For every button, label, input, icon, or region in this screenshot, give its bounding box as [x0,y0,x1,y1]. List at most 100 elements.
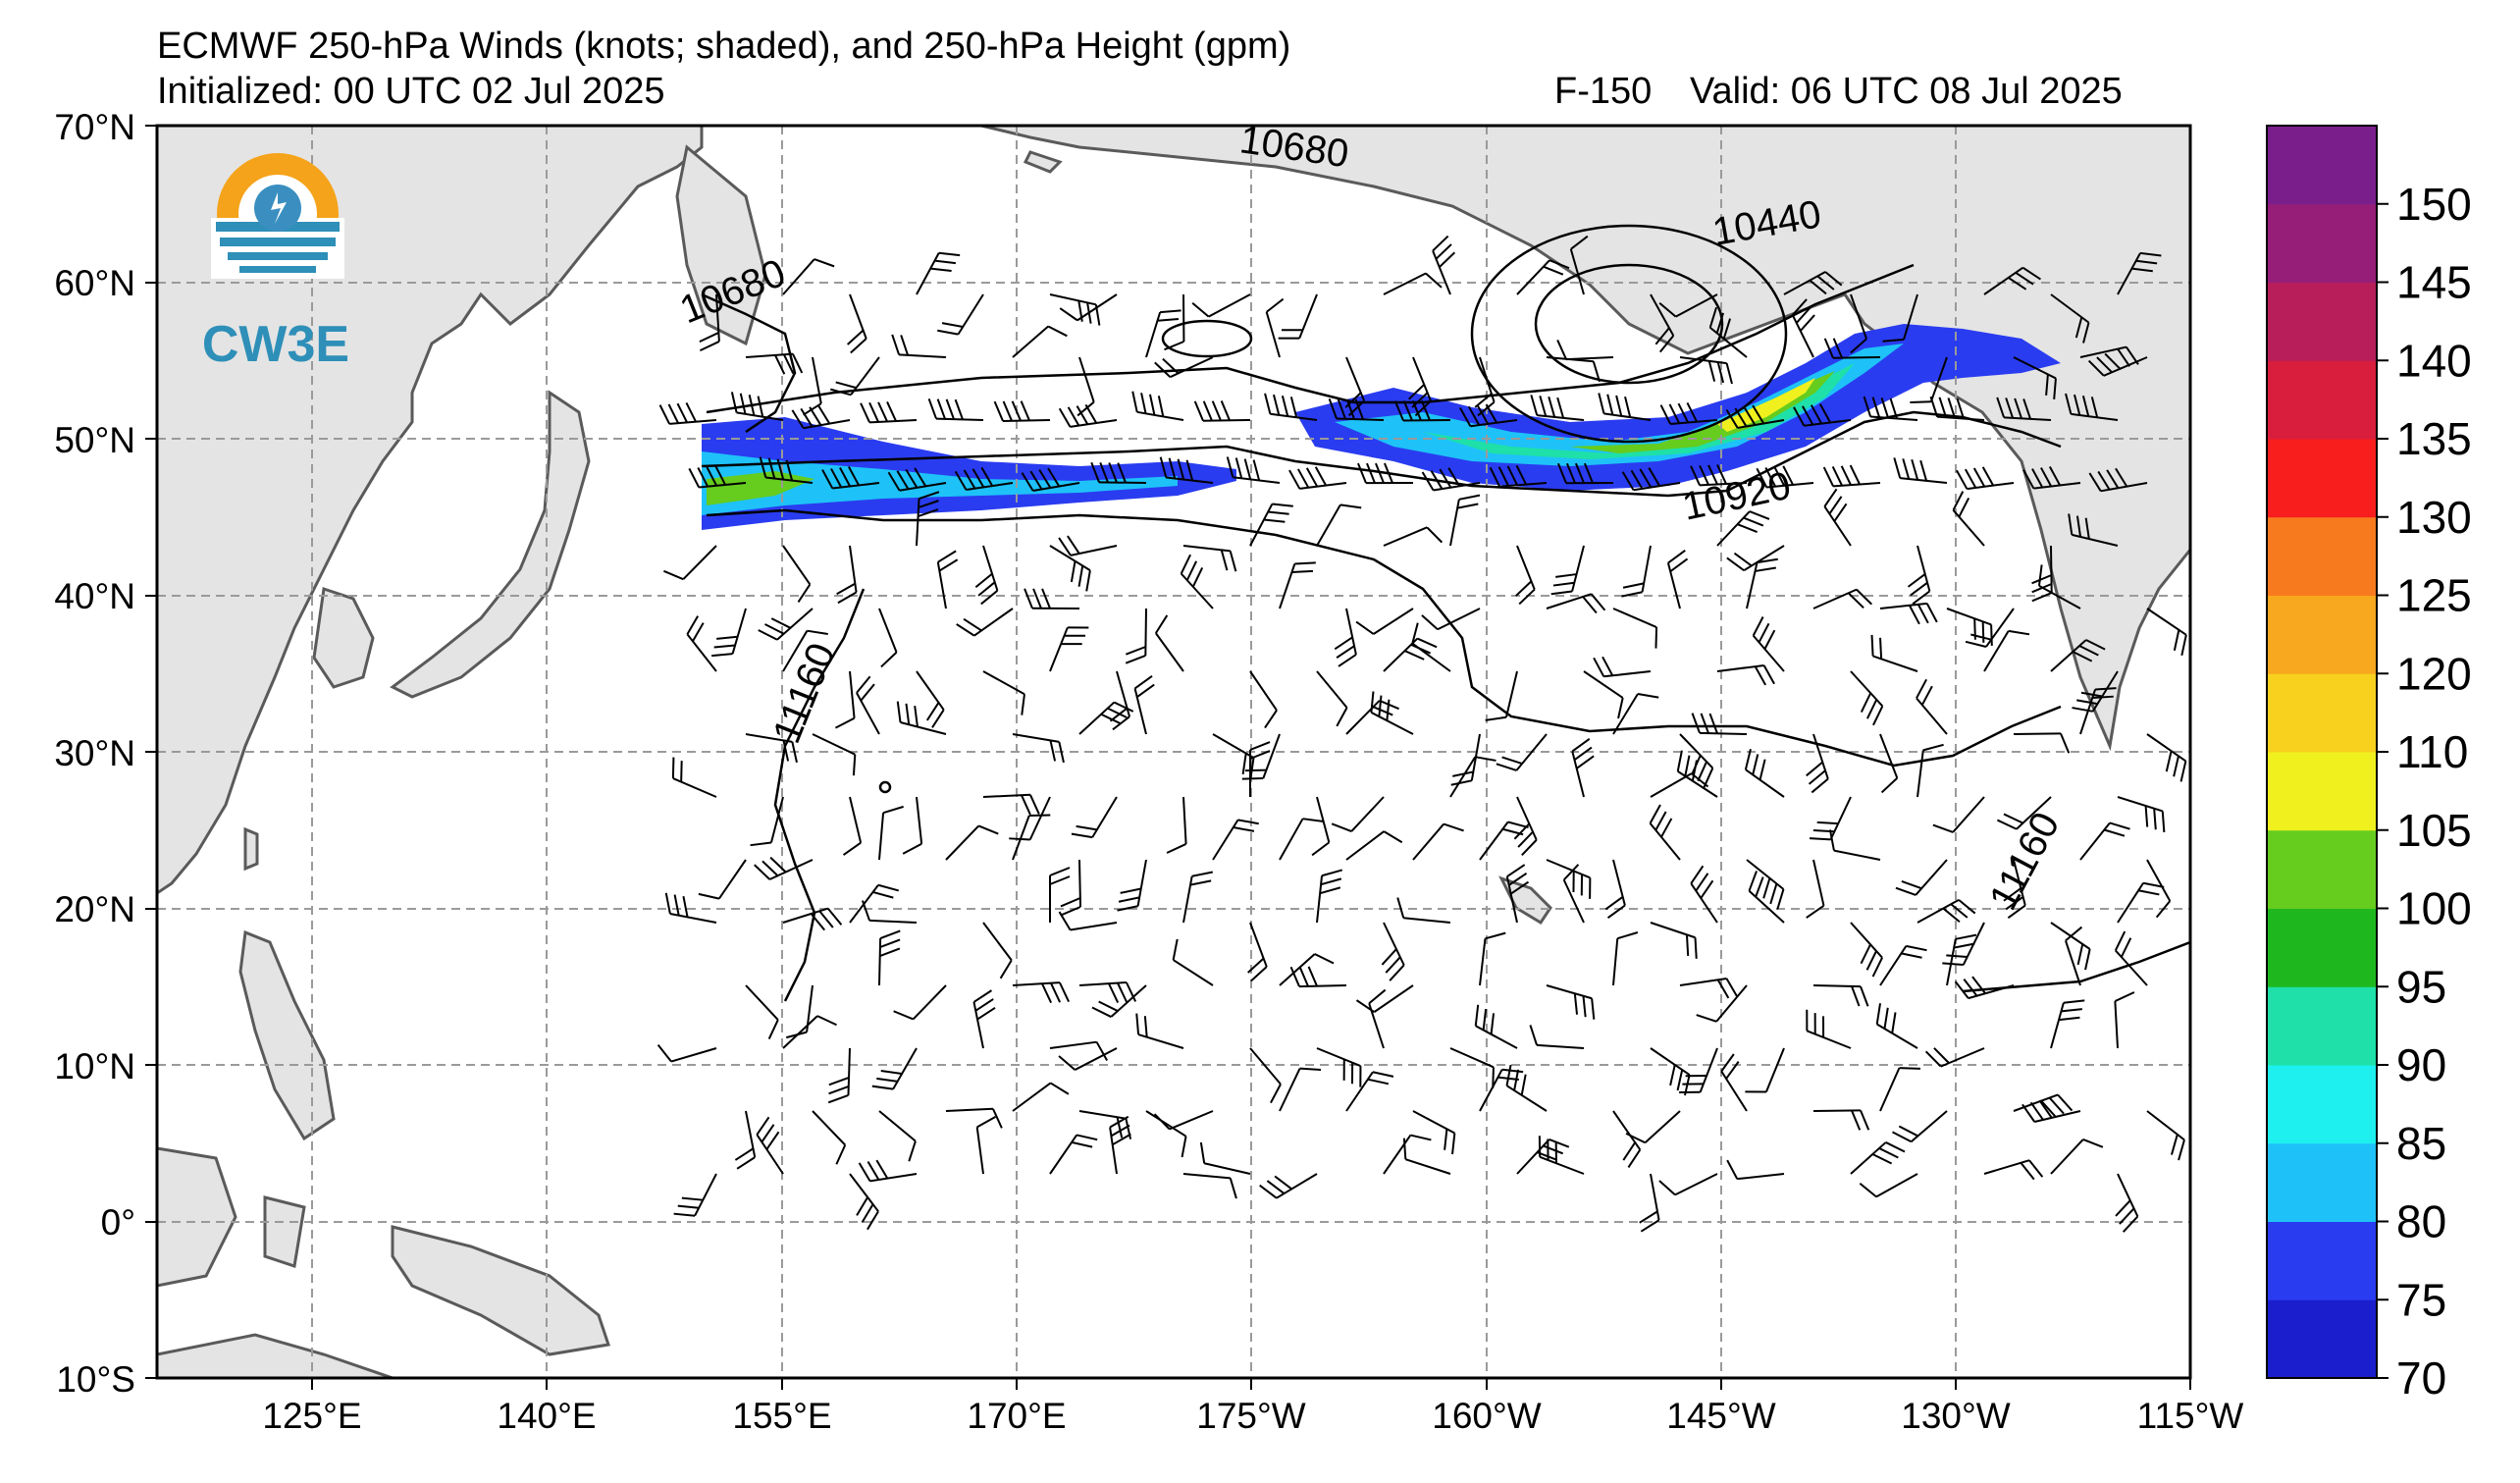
wind-barb [1515,545,1536,606]
wind-barb [1679,978,1739,999]
wind-barb [862,900,918,924]
wind-barb [936,550,959,609]
wind-barb [1265,297,1285,358]
wind-barb [1279,818,1325,861]
colorbar-segment [2267,908,2377,987]
wind-barb [1850,670,1884,726]
wind-barb [1383,272,1443,295]
wind-barb [836,545,858,605]
wind-barb [1812,984,1869,1007]
wind-barb [1278,293,1318,340]
wind-barb [2037,564,2081,609]
wind-barb [975,1115,996,1175]
wind-barb [1550,545,1585,596]
wind-barb [745,733,798,764]
wind-barb [1191,293,1251,318]
wind-barb [2065,393,2119,421]
wind-barb [1850,922,1883,978]
wind-barb [1822,464,1881,488]
wind-barb [1859,1173,1918,1198]
wind-barb [993,400,1051,422]
wind-barb [756,1116,784,1175]
wind-barb [1316,869,1343,924]
wind-barb [1328,397,1385,421]
wind-barb [945,824,999,861]
wind-barb [1383,526,1444,547]
wind-barb [1316,503,1362,547]
wind-barb [1679,356,1733,385]
jet-east-max [1570,371,1835,453]
wind-barb [750,796,784,847]
wind-barb [916,251,961,295]
wind-barb [2088,467,2148,493]
colorbar-border [2266,125,2378,1379]
colorbar-segment [2267,673,2377,753]
wind-barb [1983,1159,2044,1181]
wind-barb [1812,588,1873,609]
wind-barb [1024,588,1080,609]
lat-label-0: 0° [101,1202,135,1243]
wind-barb [2117,251,2162,295]
wind-barb [860,401,918,424]
wind-barb [2079,687,2117,735]
wind-barb [754,856,814,880]
wind-barb [1279,953,1335,986]
wind-barb [1530,395,1585,421]
wind-barb [1983,266,2041,295]
wind-barb [1726,545,1785,572]
wind-barb [1393,399,1451,422]
lat-label-60n: 60°N [54,263,135,303]
wind-barb [1071,796,1118,839]
wind-barb [2072,670,2119,713]
korea-peninsula [312,587,375,689]
wind-barb [858,1159,918,1183]
wind-barb [1625,1110,1681,1144]
wind-barb [2050,293,2090,344]
wind-barb [686,615,717,672]
colorbar-segment [2267,1142,2377,1222]
wind-barb [878,805,904,861]
wind-barb [1412,1110,1456,1155]
wind-barb [1249,1047,1282,1104]
wind-barb [1556,462,1614,485]
jet-east-core [1423,363,1855,459]
wind-barb [1650,293,1675,353]
wind-barb [1288,466,1347,490]
colorbar-segment [2267,516,2377,596]
colorbar-label: 140 [2396,335,2472,386]
lon-label-115w: 115°W [2137,1396,2244,1436]
wind-barb [1058,1047,1118,1071]
valid-time: Valid: 06 UTC 08 Jul 2025 [1690,71,2123,112]
wind-barb [1746,859,1785,910]
contour-low-center-3 [1470,224,1788,444]
wind-barb [1396,897,1451,924]
wind-barb [2013,356,2057,399]
wind-barb [1879,733,1899,794]
wind-barb [1133,675,1155,735]
wind-barb [1748,871,1785,924]
colorbar-segment [2267,829,2377,909]
wind-barb [1383,637,1438,672]
wind-barb [1952,491,1985,547]
wind-barb [673,1173,717,1217]
wind-barb [1598,393,1652,421]
wind-barb [982,670,1025,715]
colorbar-label: 75 [2396,1274,2446,1325]
wind-barb [956,608,1014,637]
wind-barb [1879,602,1938,625]
colorbar-segment [2267,282,2377,361]
wind-barb [856,675,880,735]
wind-barb [1879,1067,1921,1112]
wind-barb [1012,814,1051,861]
wind-barb [759,456,814,484]
wind-barb [1058,911,1118,931]
colorbar-segment [2267,439,2377,518]
lat-label-20n: 20°N [54,889,135,929]
wind-barb [1058,535,1118,556]
wind-barb [1726,1159,1785,1181]
wind-barb [671,757,717,798]
wind-barb [982,793,1040,816]
wind-barb [1746,557,1778,609]
wind-barb [878,608,898,668]
wind-barb [2146,608,2187,657]
